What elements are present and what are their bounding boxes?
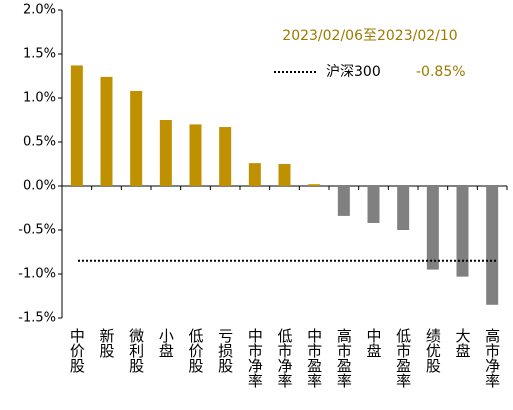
bar xyxy=(219,127,232,186)
chart-subtitle: 2023/02/06至2023/02/10 xyxy=(282,28,457,44)
bar xyxy=(308,184,321,186)
y-tick-label: 1.0% xyxy=(23,91,56,106)
x-tick-label: 小盘 xyxy=(157,328,175,358)
x-tick-label: 绩优股 xyxy=(424,328,442,374)
x-tick-label: 低价股 xyxy=(187,328,205,374)
x-tick-label: 高市盈率 xyxy=(335,328,353,388)
x-tick-label: 高市净率 xyxy=(483,328,501,388)
bar xyxy=(100,76,113,186)
x-tick-label: 微利股 xyxy=(127,328,145,374)
x-tick-label: 中市净率 xyxy=(246,328,264,388)
x-tick-label: 中盘 xyxy=(365,328,383,358)
bar xyxy=(130,90,143,186)
x-tick-label: 低市净率 xyxy=(276,328,294,388)
bar xyxy=(70,65,83,186)
x-tick-label: 大盘 xyxy=(454,328,472,358)
bar xyxy=(278,164,291,186)
x-tick-label: 中价股 xyxy=(68,328,86,374)
y-tick-label: 0.0% xyxy=(23,179,56,194)
bar xyxy=(337,186,350,216)
bar xyxy=(426,186,439,270)
y-tick-label: 1.5% xyxy=(23,47,56,62)
x-tick-label: 新股 xyxy=(98,328,116,359)
y-tick-label: -1.0% xyxy=(18,267,56,282)
bar xyxy=(456,186,469,277)
bar xyxy=(159,120,172,186)
bar xyxy=(367,186,380,223)
y-tick-label: 0.5% xyxy=(23,135,56,150)
bar xyxy=(397,186,410,230)
y-tick-label: 2.0% xyxy=(23,3,56,18)
y-tick-label: -0.5% xyxy=(18,223,56,238)
legend-value: -0.85% xyxy=(416,64,466,80)
y-tick-label: -1.5% xyxy=(18,311,56,326)
x-tick-label: 低市盈率 xyxy=(394,328,412,388)
legend-label: 沪深300 xyxy=(326,64,381,80)
x-tick-label: 中市盈率 xyxy=(305,328,323,388)
bar xyxy=(486,186,499,305)
bar xyxy=(248,163,261,186)
x-tick-label: 亏损股 xyxy=(216,328,234,374)
bar xyxy=(189,124,202,186)
